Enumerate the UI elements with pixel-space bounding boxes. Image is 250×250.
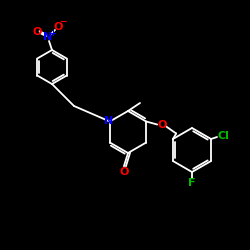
Text: N: N [104, 116, 114, 126]
Text: O: O [119, 167, 129, 177]
Text: O: O [32, 27, 42, 37]
Text: O: O [158, 120, 167, 130]
Text: O: O [53, 22, 63, 32]
Text: N: N [44, 32, 52, 42]
Text: F: F [188, 178, 196, 188]
Text: Cl: Cl [217, 131, 229, 141]
Text: +: + [49, 28, 56, 38]
Text: −: − [59, 18, 67, 26]
